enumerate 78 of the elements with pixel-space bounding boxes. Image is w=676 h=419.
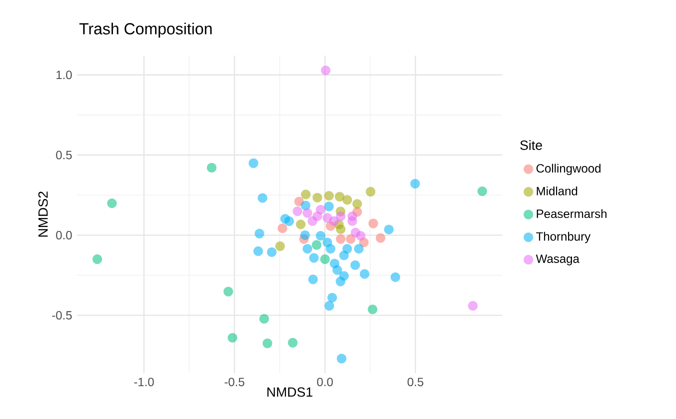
point xyxy=(326,244,336,254)
point xyxy=(300,190,311,200)
y-axis-title: NMDS2 xyxy=(38,192,48,237)
point xyxy=(228,332,238,343)
legend-label: Thornbury xyxy=(536,232,591,244)
point xyxy=(308,274,318,284)
legend-label: Peasermarsh xyxy=(536,209,606,218)
point xyxy=(292,206,302,216)
point xyxy=(253,246,263,256)
point xyxy=(356,231,366,241)
point xyxy=(368,218,378,228)
point xyxy=(468,301,478,311)
point xyxy=(312,240,322,250)
point xyxy=(312,192,322,202)
legend-label: Collingwood xyxy=(536,164,600,175)
point xyxy=(368,304,378,314)
point xyxy=(316,204,326,214)
point xyxy=(275,241,285,252)
point xyxy=(302,208,312,218)
point xyxy=(206,162,216,172)
point xyxy=(336,234,346,244)
point xyxy=(360,269,370,279)
point xyxy=(107,198,117,208)
x-tick-label: -1.0 xyxy=(134,378,154,386)
point xyxy=(327,292,337,302)
y-tick-label: 1.0 xyxy=(56,70,72,80)
point xyxy=(366,186,376,197)
point xyxy=(324,301,334,311)
point xyxy=(354,244,364,254)
point xyxy=(324,190,334,201)
point xyxy=(376,233,386,243)
legend-label: Midland xyxy=(536,186,578,196)
point xyxy=(336,354,346,364)
x-tick-label: 0.5 xyxy=(408,378,424,386)
point xyxy=(329,216,339,226)
point xyxy=(320,66,330,76)
point xyxy=(390,272,400,282)
point xyxy=(336,211,346,222)
point xyxy=(342,195,352,205)
point xyxy=(324,202,334,212)
point xyxy=(477,186,488,196)
point xyxy=(248,158,258,168)
point xyxy=(224,286,234,296)
point xyxy=(258,193,268,203)
point xyxy=(347,211,358,222)
y-tick-label: 0.5 xyxy=(56,150,72,160)
point xyxy=(309,253,319,263)
point xyxy=(262,338,272,348)
point xyxy=(254,228,264,238)
y-tick-label: 0.0 xyxy=(56,230,72,240)
point xyxy=(296,220,306,230)
legend-title: Site xyxy=(520,140,542,150)
point xyxy=(330,258,340,268)
point xyxy=(300,230,310,240)
point xyxy=(350,260,360,270)
y-tick-label: -0.5 xyxy=(52,311,72,320)
point xyxy=(346,234,356,244)
point xyxy=(339,271,349,281)
point xyxy=(259,314,269,324)
point xyxy=(384,224,394,234)
point xyxy=(320,254,330,264)
point xyxy=(266,247,277,257)
point xyxy=(308,216,318,226)
point xyxy=(284,216,294,226)
point xyxy=(92,254,102,264)
point xyxy=(316,231,326,241)
point xyxy=(302,244,312,254)
x-tick-label: 0.0 xyxy=(317,378,333,386)
point xyxy=(334,192,344,202)
point xyxy=(352,199,362,209)
x-tick-label: -0.5 xyxy=(224,378,244,386)
x-axis-title: NMDS1 xyxy=(267,387,312,397)
point xyxy=(288,338,298,348)
point xyxy=(342,244,352,254)
point xyxy=(278,223,288,234)
legend-label: Wasaga xyxy=(536,254,580,266)
point xyxy=(410,178,420,189)
chart-title: Trash Composition xyxy=(79,22,212,38)
